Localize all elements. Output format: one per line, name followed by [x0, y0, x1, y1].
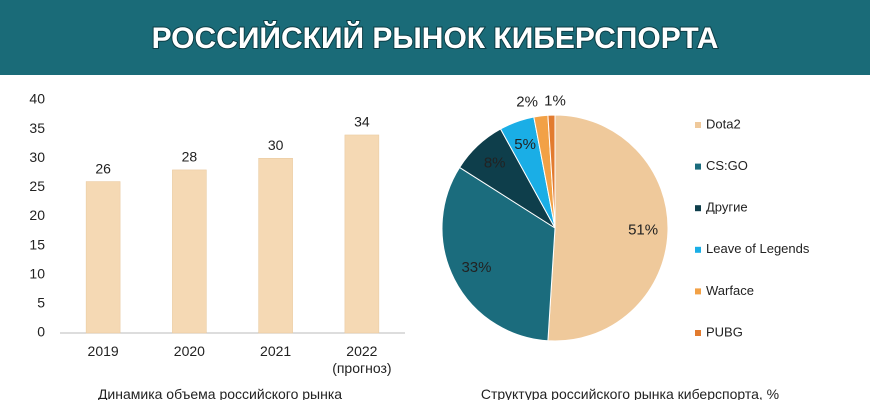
bar [344, 134, 380, 334]
x-tick-label: 2020 [173, 343, 205, 359]
legend-swatch [695, 163, 701, 170]
bar [85, 181, 121, 334]
bar [172, 169, 207, 334]
legend-swatch [695, 205, 701, 212]
legend-swatch [695, 246, 701, 253]
y-tick-label: 5 [37, 295, 45, 311]
y-tick-label: 10 [29, 265, 45, 281]
pie-slice [441, 166, 556, 342]
legend-swatch [695, 122, 701, 128]
y-tick-label: 25 [29, 178, 45, 194]
chart-caption: Динамика объема российского рынка [97, 386, 343, 400]
x-tick-label: 2021 [260, 343, 292, 359]
value-label: 30 [268, 137, 284, 153]
y-tick-label: 20 [29, 207, 45, 223]
bar [258, 158, 293, 334]
x-tick-label: 2022 (прогноз) [332, 343, 392, 376]
header-band [0, 0, 870, 75]
legend-label: Warface [706, 283, 754, 298]
value-label: 51% [628, 222, 658, 239]
value-label: 8% [484, 155, 506, 172]
legend-label: CS:GO [706, 158, 748, 173]
value-label: 26 [95, 160, 111, 176]
y-tick-label: 35 [29, 120, 45, 136]
y-tick-label: 0 [37, 324, 45, 340]
value-label: 28 [182, 149, 198, 165]
legend-label: Dota2 [706, 116, 741, 131]
legend-swatch [695, 330, 701, 336]
x-tick-label: 2019 [87, 343, 119, 359]
chart-caption: Структура российского рынка киберспорта,… [480, 386, 780, 400]
value-label: 34 [354, 114, 370, 130]
legend-label: PUBG [706, 324, 743, 339]
y-tick-label: 30 [29, 149, 45, 165]
value-label: 5% [514, 136, 536, 153]
value-label: 1% [544, 92, 566, 109]
y-tick-label: 15 [29, 236, 45, 252]
value-label: 2% [516, 93, 538, 110]
legend-label: Другие [706, 200, 748, 215]
pie-slice [547, 114, 669, 342]
legend-label: Leave of Legends [706, 241, 810, 256]
y-tick-label: 40 [29, 91, 45, 107]
pie-slice [547, 114, 556, 229]
value-label: 33% [461, 259, 491, 276]
page-title: РОССИЙСКИЙ РЫНОК КИБЕРСПОРТА [152, 21, 719, 55]
legend-swatch [695, 288, 701, 295]
